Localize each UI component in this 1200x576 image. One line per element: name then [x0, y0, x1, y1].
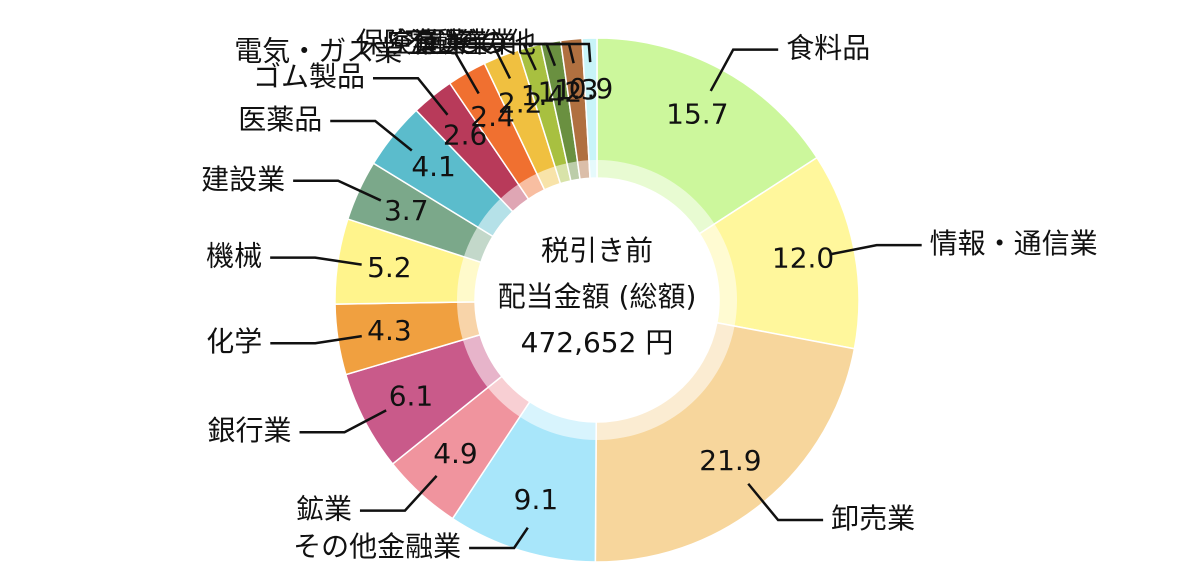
value-label: 2.4 — [470, 100, 515, 133]
category-label: 情報・通信業 — [930, 227, 1098, 260]
category-label: 銀行業 — [208, 414, 292, 447]
category-label: 不動産業 — [404, 26, 516, 59]
value-label: 4.9 — [433, 437, 478, 470]
category-label: 建設業 — [201, 163, 285, 196]
leader-line — [270, 334, 362, 345]
value-label: 1.3 — [554, 73, 599, 106]
leader-line — [359, 475, 438, 512]
value-label: 2.2 — [498, 87, 543, 120]
category-label: 機械 — [206, 240, 262, 273]
category-label: 電気・ガス業 — [234, 35, 402, 68]
value-label: 1.2 — [538, 75, 583, 108]
value-label: 9.1 — [514, 483, 559, 516]
value-label: 4.3 — [367, 314, 412, 347]
category-label: 化学 — [206, 325, 262, 358]
leader-line — [410, 51, 480, 95]
category-label: 鉱業 — [296, 493, 352, 526]
leader-line — [372, 76, 449, 116]
slices — [334, 37, 860, 563]
category-label: その他金融業 — [293, 530, 461, 563]
category-label: 卸売業 — [831, 502, 915, 535]
leader-line — [830, 243, 922, 256]
leader-line — [270, 256, 362, 266]
leader-line — [330, 119, 413, 152]
category-label: 保険業 — [356, 26, 440, 59]
value-label: 2.6 — [443, 119, 488, 152]
category-label: その他 — [452, 26, 536, 59]
category-label: 医薬品 — [238, 103, 322, 136]
leader-line — [709, 48, 779, 92]
leader-line — [747, 482, 824, 522]
leader-line — [299, 409, 387, 434]
value-label: 3.7 — [384, 194, 429, 227]
value-label: 6.1 — [389, 379, 434, 412]
category-label: ゴム製品 — [253, 60, 365, 93]
value-label: 5.2 — [367, 251, 412, 284]
leader-line — [543, 42, 592, 63]
center-line: 配当金額 (総額) — [498, 280, 697, 313]
labels: 15.7 食料品 12.0 情報・通信業 21.9 卸売業 9.1 その他金融業 4.9 鉱業 6.… — [201, 26, 1098, 563]
value-label: 1.4 — [521, 79, 566, 112]
category-label: 海運業 — [410, 26, 494, 59]
category-label: 食料品 — [786, 32, 870, 65]
leader-line — [469, 527, 529, 550]
value-label: 0.9 — [569, 72, 614, 105]
value-label: 21.9 — [699, 444, 761, 477]
category-label: 空運業 — [387, 26, 471, 59]
leader-line — [293, 179, 382, 202]
value-label: 15.7 — [666, 98, 728, 131]
center-line: 税引き前 — [541, 234, 653, 267]
center-line: 472,652 円 — [521, 326, 674, 359]
value-label: 12.0 — [772, 242, 834, 275]
hole — [475, 178, 719, 422]
value-label: 4.1 — [411, 150, 456, 183]
